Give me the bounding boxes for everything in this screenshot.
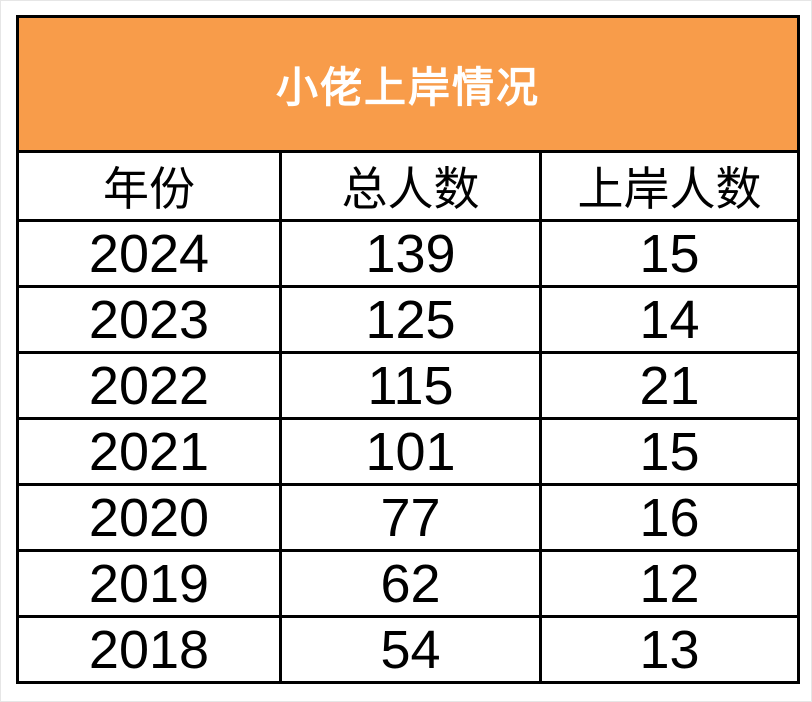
total-cell: 77 <box>279 483 542 552</box>
table-row: 2024 139 15 <box>16 219 801 288</box>
total-cell: 54 <box>279 615 542 684</box>
year-cell: 2023 <box>16 285 282 354</box>
landing-stats-table: 小佬上岸情况 年份 总人数 上岸人数 2024 139 15 2023 125 … <box>15 15 801 684</box>
passed-cell: 12 <box>538 549 801 618</box>
table-title-row: 小佬上岸情况 <box>15 15 801 153</box>
year-cell: 2024 <box>16 219 282 288</box>
year-cell: 2019 <box>16 549 282 618</box>
table-header-row: 年份 总人数 上岸人数 <box>16 150 801 222</box>
table-row: 2022 115 21 <box>16 351 801 420</box>
table-row: 2023 125 14 <box>16 285 801 354</box>
passed-cell: 15 <box>538 417 801 486</box>
passed-cell: 15 <box>538 219 801 288</box>
passed-cell: 14 <box>538 285 801 354</box>
table-row: 2019 62 12 <box>16 549 801 618</box>
total-cell: 62 <box>279 549 542 618</box>
total-cell: 115 <box>279 351 542 420</box>
passed-cell: 16 <box>538 483 801 552</box>
table-row: 2018 54 13 <box>16 615 801 684</box>
table-title: 小佬上岸情况 <box>15 15 801 153</box>
year-cell: 2021 <box>16 417 282 486</box>
passed-cell: 13 <box>538 615 801 684</box>
header-year: 年份 <box>16 150 282 222</box>
table-row: 2021 101 15 <box>16 417 801 486</box>
total-cell: 125 <box>279 285 542 354</box>
year-cell: 2022 <box>16 351 282 420</box>
total-cell: 101 <box>279 417 542 486</box>
total-cell: 139 <box>279 219 542 288</box>
passed-cell: 21 <box>538 351 801 420</box>
table-row: 2020 77 16 <box>16 483 801 552</box>
header-passed: 上岸人数 <box>538 150 801 222</box>
year-cell: 2020 <box>16 483 282 552</box>
year-cell: 2018 <box>16 615 282 684</box>
header-total: 总人数 <box>279 150 542 222</box>
